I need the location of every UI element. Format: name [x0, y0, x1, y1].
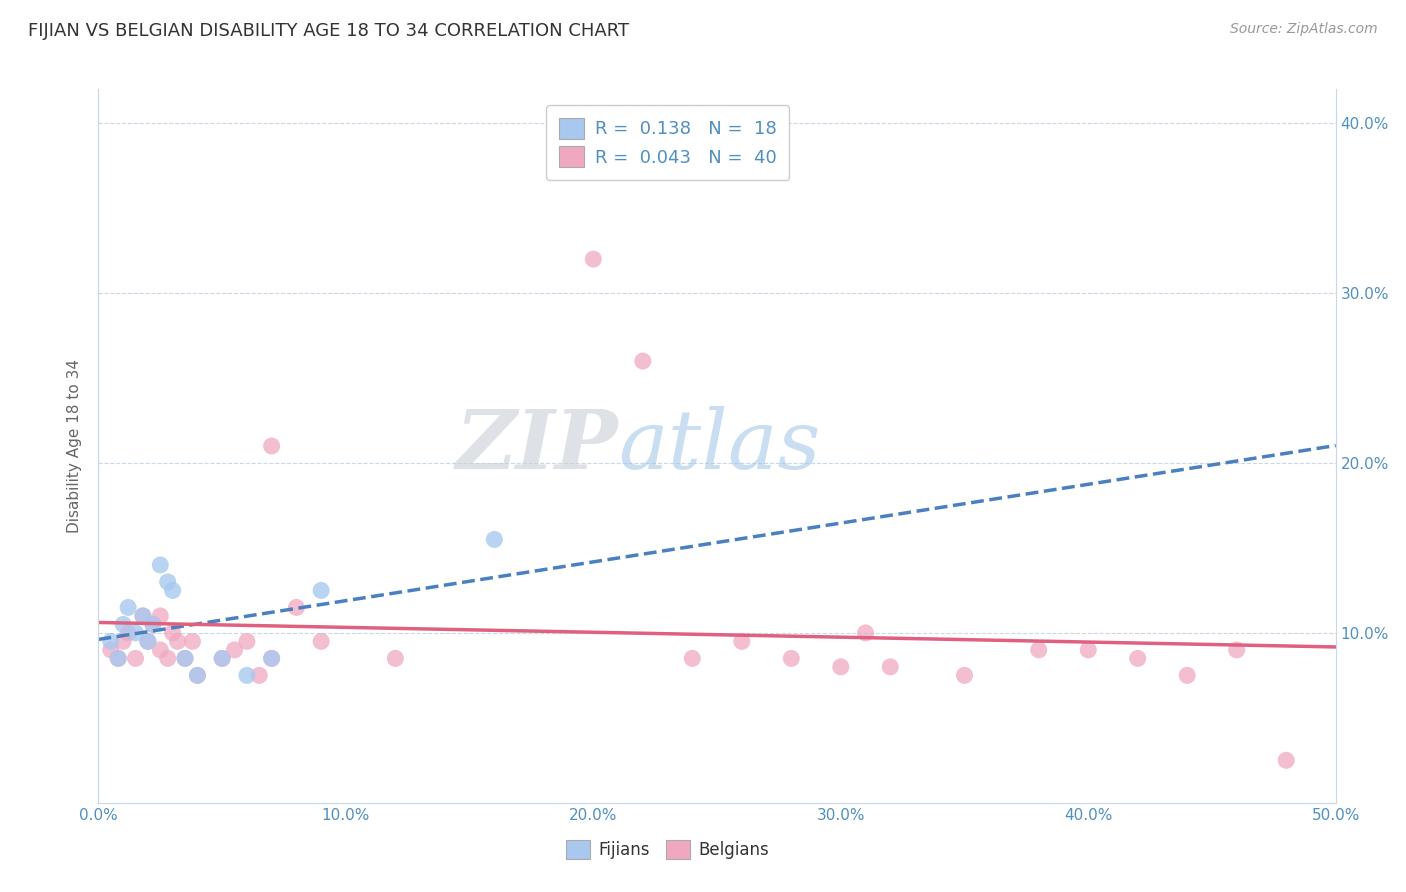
Point [309, 583, 332, 598]
Point [162, 626, 184, 640]
Point [855, 626, 877, 640]
Point [236, 634, 259, 648]
Point [309, 634, 332, 648]
Point [224, 643, 246, 657]
Point [112, 634, 135, 648]
Point [1226, 643, 1249, 657]
Point [107, 651, 129, 665]
Point [236, 668, 259, 682]
Point [780, 651, 803, 665]
Point [132, 608, 155, 623]
Point [136, 634, 159, 648]
Text: atlas: atlas [619, 406, 821, 486]
Point [149, 643, 172, 657]
Point [117, 626, 139, 640]
Legend: Fijians, Belgians: Fijians, Belgians [560, 833, 775, 866]
Text: FIJIAN VS BELGIAN DISABILITY AGE 18 TO 34 CORRELATION CHART: FIJIAN VS BELGIAN DISABILITY AGE 18 TO 3… [28, 22, 630, 40]
Point [174, 651, 197, 665]
Point [186, 668, 208, 682]
Text: ZIP: ZIP [456, 406, 619, 486]
Point [100, 634, 122, 648]
Point [117, 600, 139, 615]
Point [156, 574, 179, 589]
Point [211, 651, 233, 665]
Point [260, 651, 283, 665]
Point [166, 634, 188, 648]
Point [174, 651, 197, 665]
Point [142, 617, 165, 632]
Point [156, 651, 179, 665]
Point [124, 626, 146, 640]
Y-axis label: Disability Age 18 to 34: Disability Age 18 to 34 [67, 359, 83, 533]
Point [260, 439, 283, 453]
Point [181, 634, 204, 648]
Point [830, 660, 852, 674]
Point [124, 651, 146, 665]
Point [112, 617, 135, 632]
Point [1028, 643, 1050, 657]
Point [149, 608, 172, 623]
Point [731, 634, 754, 648]
Point [631, 354, 654, 368]
Text: Source: ZipAtlas.com: Source: ZipAtlas.com [1230, 22, 1378, 37]
Point [100, 643, 122, 657]
Point [186, 668, 208, 682]
Point [132, 608, 155, 623]
Point [953, 668, 976, 682]
Point [1126, 651, 1149, 665]
Point [484, 533, 506, 547]
Point [285, 600, 308, 615]
Point [107, 651, 129, 665]
Point [681, 651, 703, 665]
Point [211, 651, 233, 665]
Point [1175, 668, 1198, 682]
Point [149, 558, 172, 572]
Point [1077, 643, 1099, 657]
Point [247, 668, 270, 682]
Point [162, 583, 184, 598]
Point [1275, 753, 1298, 767]
Point [142, 617, 165, 632]
Point [879, 660, 901, 674]
Point [260, 651, 283, 665]
Point [384, 651, 406, 665]
Point [582, 252, 605, 266]
Point [136, 634, 159, 648]
